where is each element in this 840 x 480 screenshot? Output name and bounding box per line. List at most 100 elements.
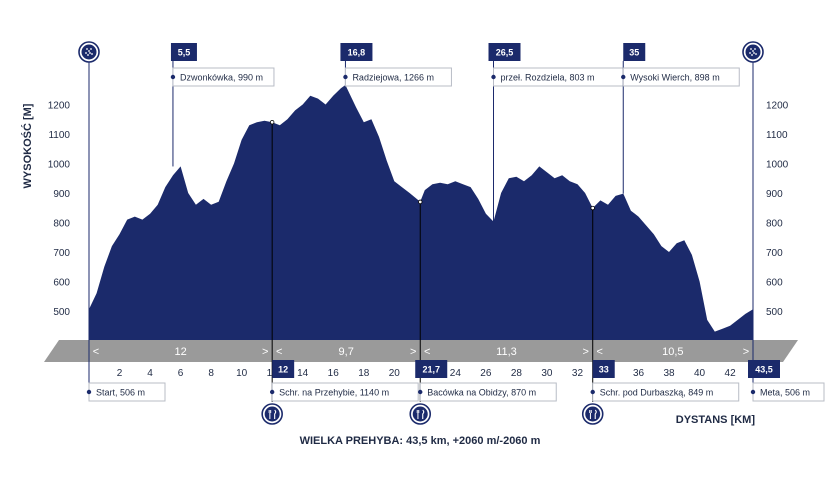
x-tick-label: 24 (450, 368, 462, 379)
y-tick-left: 700 (53, 248, 70, 259)
waypoint-label: Meta, 506 m (760, 388, 810, 398)
km-flag (592, 360, 615, 378)
y-tick-right: 800 (766, 219, 783, 230)
km-flag (488, 43, 521, 61)
segment-arrow-left: < (424, 346, 430, 358)
fork-knife-icon (264, 406, 280, 422)
segment-arrow-left: < (276, 346, 282, 358)
y-tick-left: 1100 (48, 130, 70, 141)
waypoint-label: Schr. na Przehybie, 1140 m (279, 388, 389, 398)
trail-marker-icon-dot (750, 48, 752, 50)
y-tick-right: 600 (766, 278, 783, 289)
waypoint-label: Wysoki Wierch, 898 m (630, 73, 719, 83)
km-flag-label: 12 (278, 365, 288, 375)
km-flag-label: 33 (599, 365, 609, 375)
y-tick-right: 1100 (766, 130, 788, 141)
trail-marker-icon-dot (91, 53, 93, 55)
waypoint-label: Bacówka na Obidzy, 870 m (427, 388, 536, 398)
waypoint-dot (621, 74, 626, 80)
y-tick-right: 1000 (766, 160, 789, 171)
x-tick-label: 40 (694, 368, 706, 379)
waypoint-dot (418, 389, 423, 395)
x-tick-label: 28 (511, 368, 523, 379)
trail-marker-icon-dot (90, 48, 92, 50)
trail-marker-icon-dot (88, 50, 90, 52)
y-tick-right: 500 (766, 307, 783, 318)
km-flag-label: 5,5 (178, 48, 191, 58)
waypoint-label: Radziejowa, 1266 m (352, 73, 434, 83)
station-point (418, 199, 423, 205)
segment-length: 11,3 (496, 346, 517, 358)
x-tick-label: 2 (117, 368, 123, 379)
y-tick-left: 1000 (48, 160, 71, 171)
waypoint-dot (590, 389, 595, 395)
km-flag-label: 21,7 (422, 365, 440, 375)
y-tick-left: 1200 (48, 101, 71, 112)
waypoint-dot (170, 74, 176, 80)
segment-length: 10,5 (662, 346, 683, 358)
y-tick-left: 600 (53, 278, 70, 289)
knife-icon (422, 409, 425, 419)
station-point (269, 119, 275, 125)
km-flag (272, 360, 295, 378)
x-tick-label: 36 (633, 368, 645, 379)
km-flag (623, 43, 646, 61)
distance-band (44, 340, 798, 362)
trail-marker-icon-dot (87, 54, 89, 56)
x-tick-label: 32 (572, 368, 584, 379)
segment-arrow-right: > (583, 346, 589, 358)
elevation-area (89, 85, 753, 340)
segment-arrow-left: < (93, 346, 99, 358)
trail-marker-icon-dot (85, 52, 87, 54)
waypoint-dot (750, 389, 756, 395)
segment-arrow-right: > (743, 346, 749, 358)
waypoint-label: przeł. Rozdziela, 803 m (501, 73, 595, 83)
y-tick-left: 800 (53, 219, 70, 230)
segment-arrow-right: > (262, 346, 268, 358)
fork-icon (268, 410, 272, 419)
trail-marker-icon (81, 44, 97, 60)
segment-arrow-right: > (410, 346, 416, 358)
km-flag-label: 35 (629, 48, 639, 58)
x-tick-label: 18 (358, 368, 370, 379)
x-tick-label: 10 (236, 368, 248, 379)
trail-marker-icon-dot (86, 48, 88, 50)
x-tick-label: 20 (389, 368, 401, 379)
x-tick-label: 38 (663, 368, 675, 379)
x-tick-label: 16 (328, 368, 340, 379)
trail-marker-icon-dot (753, 52, 755, 54)
km-flag (340, 43, 373, 61)
x-tick-label: 8 (208, 368, 214, 379)
fork-icon (416, 410, 420, 419)
x-tick-label: 42 (725, 368, 737, 379)
trail-marker-icon-dot (89, 52, 91, 54)
trail-marker-icon-dot (754, 48, 756, 50)
trail-marker-icon-dot (752, 50, 754, 52)
y-axis-title: WYSOKOŚĆ [M] (21, 103, 34, 188)
waypoint-dot (343, 74, 348, 80)
km-flag (415, 360, 448, 378)
trail-marker-icon-dot (751, 54, 753, 56)
waypoint-label: Dzwonkówka, 990 m (180, 73, 263, 83)
trail-marker-icon-dot (755, 53, 757, 55)
x-tick-label: 6 (178, 368, 184, 379)
waypoint-dot (491, 74, 496, 80)
km-flag-label: 43,5 (755, 365, 773, 375)
segment-arrow-left: < (597, 346, 603, 358)
trail-marker-icon (745, 44, 761, 60)
km-flag (170, 43, 197, 61)
y-tick-right: 1200 (766, 101, 789, 112)
y-tick-left: 900 (53, 189, 70, 200)
x-tick-label: 30 (541, 368, 553, 379)
km-flag (748, 360, 780, 378)
segment-length: 12 (174, 346, 186, 358)
km-flag-label: 16,8 (348, 48, 366, 58)
x-tick-label: 14 (297, 368, 309, 379)
y-tick-right: 900 (766, 189, 783, 200)
route-summary: WIELKA PREHYBA: 43,5 km, +2060 m/-2060 m (299, 435, 541, 447)
km-flag-label: 26,5 (496, 48, 514, 58)
knife-icon (274, 409, 277, 419)
trail-marker-icon-dot (749, 52, 751, 54)
knife-icon (594, 409, 597, 419)
